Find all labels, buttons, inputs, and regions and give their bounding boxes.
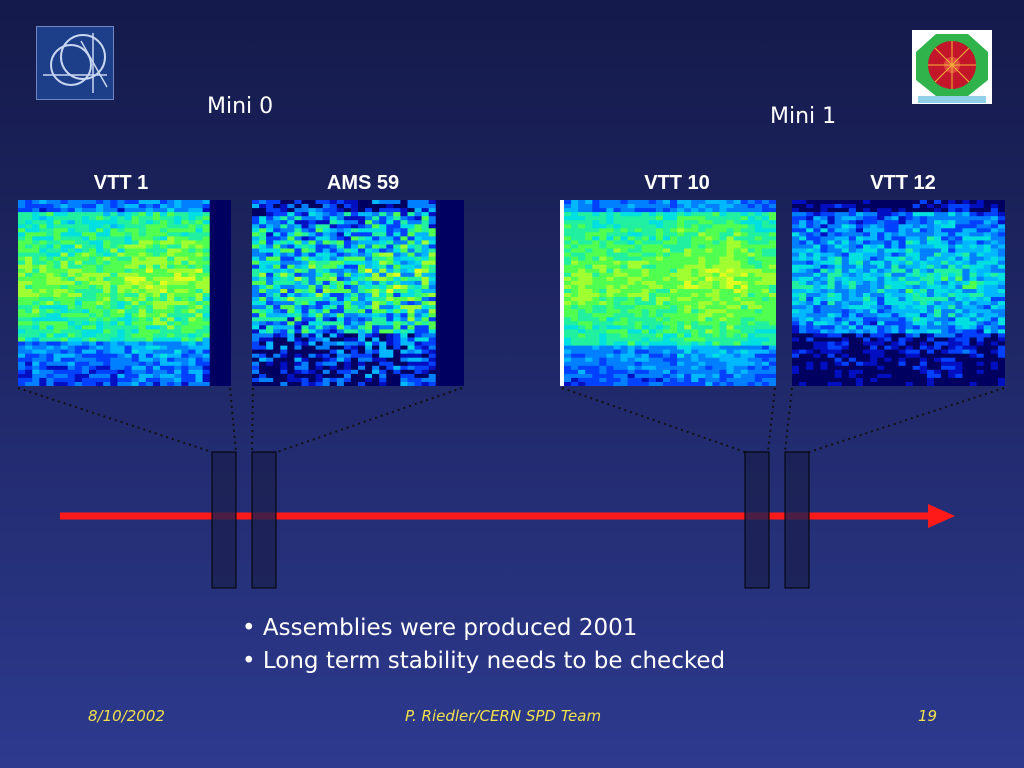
connector-vtt-1-left: [17, 387, 213, 453]
connector-vtt-12-left: [784, 387, 793, 453]
connector-vtt-1-right: [229, 387, 237, 453]
cern-logo: [36, 26, 114, 100]
connector-vtt-12-right: [808, 387, 1005, 453]
detector-label-ams-59: AMS 59: [326, 172, 400, 194]
hitmap-vtt-1: [18, 200, 231, 386]
footer-author: P. Riedler/CERN SPD Team: [405, 707, 602, 725]
hitmap-ams-59: [252, 200, 464, 386]
bullet-long-term-stability: • Long term stability needs to be checke…: [242, 648, 726, 674]
detector-label-vtt-12: VTT 12: [870, 172, 936, 194]
connector-ams-59-left: [251, 387, 254, 453]
footer-date: 8/10/2002: [88, 707, 165, 725]
connector-ams-59-right: [276, 387, 463, 453]
detector-box-vtt-1: [211, 451, 237, 589]
detector-box-vtt-12: [784, 451, 810, 589]
group-label-mini-1: Mini 1: [770, 104, 837, 129]
bullet-assemblies-produced: • Assemblies were produced 2001: [242, 615, 638, 641]
detector-box-ams-59: [251, 451, 277, 589]
group-label-mini-0: Mini 0: [207, 94, 274, 119]
detector-label-vtt-10: VTT 10: [644, 172, 710, 194]
detector-box-vtt-10: [744, 451, 770, 589]
detector-label-vtt-1: VTT 1: [93, 172, 149, 194]
assembly-schematic: [17, 387, 1005, 589]
connector-vtt-10-right: [767, 387, 776, 453]
connector-vtt-10-left: [561, 387, 746, 453]
beam-arrow-head: [928, 504, 955, 528]
hitmap-vtt-10: [560, 200, 776, 386]
alice-logo: [912, 30, 992, 104]
hitmap-vtt-12: [792, 200, 1005, 386]
footer-page-number: 19: [918, 707, 938, 725]
